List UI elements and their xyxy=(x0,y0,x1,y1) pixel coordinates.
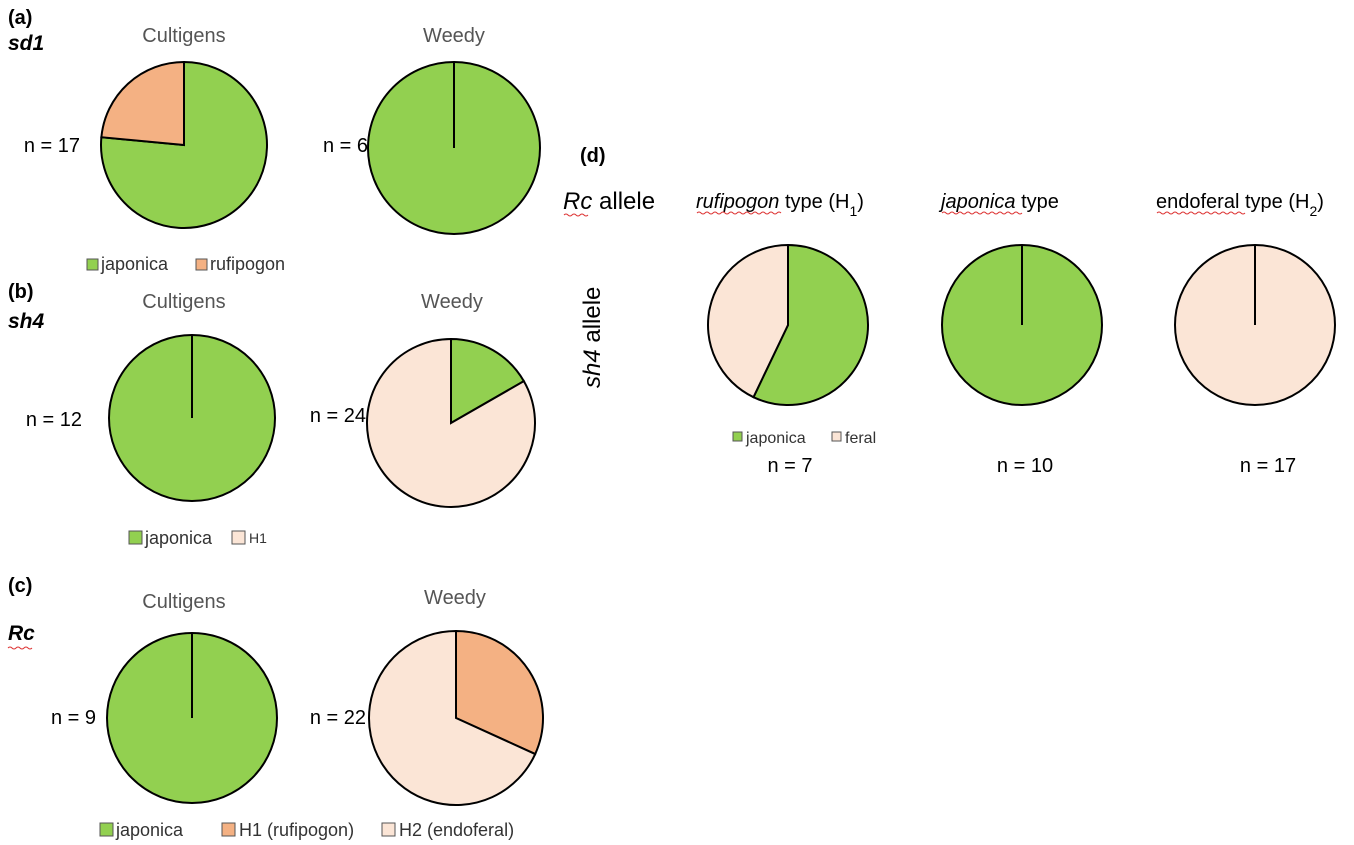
legend-d-feral-swatch xyxy=(831,431,842,442)
spellcheck-underline xyxy=(563,213,589,217)
panel-c-cultigens-n: n = 9 xyxy=(51,707,96,729)
panel-d-col2-rest: type xyxy=(1016,191,1059,213)
pie-a-weedy xyxy=(367,61,541,235)
panel-d-col1-sub: 1 xyxy=(849,203,857,219)
panel-d-col1-gene: rufipogon xyxy=(696,191,779,213)
panel-a-weedy-n: n = 6 xyxy=(323,135,368,157)
panel-d-row-title-gene: Rc xyxy=(563,188,592,215)
pie-slice-feral xyxy=(707,243,789,399)
panel-d-row-title-rest: allele xyxy=(592,188,655,215)
legend-b: japonica H1 xyxy=(128,528,267,548)
spellcheck-underline xyxy=(7,646,33,650)
pie-slice-h1 xyxy=(366,337,536,508)
pie-b-weedy xyxy=(366,337,536,508)
panel-d-col2-n: n = 10 xyxy=(997,455,1053,477)
panel-b-gene: sh4 xyxy=(8,310,45,333)
legend-c-japonica: japonica xyxy=(115,820,184,840)
pie-b-cultigens xyxy=(108,334,276,502)
panel-d-col2-title: japonica type xyxy=(938,191,1059,213)
panel-d-col3-gene: endoferal xyxy=(1156,191,1239,213)
panel-d-col3-rest: type (H xyxy=(1239,191,1309,213)
panel-d-col-axis-title: sh4 allele xyxy=(579,287,606,388)
pie-slice-japonica xyxy=(100,60,268,229)
spellcheck-underline xyxy=(696,211,782,215)
panel-a-cultigens-n: n = 17 xyxy=(24,135,80,157)
panel-b-label: (b) xyxy=(8,281,34,303)
legend-c-h1-swatch xyxy=(221,822,236,837)
legend-a-japonica: japonica xyxy=(100,254,169,274)
panel-a-gene: sd1 xyxy=(8,32,44,55)
legend-a-rufipogon-swatch xyxy=(195,258,208,271)
panel-d-col-axis-gene: sh4 xyxy=(579,349,606,388)
panel-a-cultigens-title: Cultigens xyxy=(142,25,225,47)
panel-a-weedy-title: Weedy xyxy=(423,25,485,47)
legend-d-japonica: japonica xyxy=(745,430,806,447)
panel-b-cultigens-title: Cultigens xyxy=(142,291,225,313)
legend-b-h1: H1 xyxy=(249,530,267,546)
panel-d-col1-close: ) xyxy=(857,191,864,213)
pie-c-cultigens xyxy=(106,632,278,804)
pie-slice-japonica xyxy=(752,243,869,406)
pie-slice-h2-endoferal xyxy=(368,629,537,806)
panel-d-col1-rest: type (H xyxy=(779,191,849,213)
panel-a-label: (a) xyxy=(8,7,32,29)
spellcheck-underline xyxy=(1156,211,1246,215)
pie-d-rufipogon-type xyxy=(707,243,869,406)
legend-c-japonica-swatch xyxy=(99,822,114,837)
spellcheck-underline xyxy=(941,211,1023,215)
legend-a-japonica-swatch xyxy=(86,258,99,271)
panel-d-row-title: Rc allele xyxy=(563,188,655,215)
panel-b-cultigens-n: n = 12 xyxy=(26,409,82,431)
legend-d: japonica feral xyxy=(732,430,876,447)
panel-b-weedy-n: n = 24 xyxy=(310,405,366,427)
panel-d-col1-n: n = 7 xyxy=(767,455,812,477)
panel-d-col3-sub: 2 xyxy=(1309,203,1317,219)
legend-c: japonica H1 (rufipogon) H2 (endoferal) xyxy=(99,820,514,840)
pie-d-endoferal-type xyxy=(1174,244,1336,406)
legend-a: japonica rufipogon xyxy=(86,254,285,274)
panel-d-col3-close: ) xyxy=(1317,191,1324,213)
panel-c-label: (c) xyxy=(8,575,32,597)
panel-c-weedy-n: n = 22 xyxy=(310,707,366,729)
panel-d-col3-n: n = 17 xyxy=(1240,455,1296,477)
panel-d-col2-gene: japonica xyxy=(938,191,1016,213)
panel-d-label: (d) xyxy=(580,145,606,167)
legend-b-japonica: japonica xyxy=(144,528,213,548)
panel-c-gene: Rc xyxy=(8,622,35,645)
legend-a-rufipogon: rufipogon xyxy=(210,254,285,274)
panel-d-col1-title: rufipogon type (H1) xyxy=(696,191,864,219)
pie-a-cultigens xyxy=(100,60,268,229)
legend-b-japonica-swatch xyxy=(128,530,143,545)
pie-slice-japonica xyxy=(450,337,526,425)
legend-c-h1: H1 (rufipogon) xyxy=(239,820,354,840)
legend-d-japonica-swatch xyxy=(732,431,743,442)
panel-c-weedy-title: Weedy xyxy=(424,587,486,609)
legend-c-h2-swatch xyxy=(381,822,396,837)
panel-d-col3-title: endoferal type (H2) xyxy=(1156,191,1324,219)
legend-d-feral: feral xyxy=(845,430,876,447)
pie-slice-rufipogon xyxy=(100,60,185,147)
panel-c-cultigens-title: Cultigens xyxy=(142,591,225,613)
panel-d-col-axis-rest: allele xyxy=(579,287,606,350)
pie-d-japonica-type xyxy=(941,244,1103,406)
pie-slice-h1-rufipogon xyxy=(455,629,544,756)
pie-c-weedy xyxy=(368,629,544,806)
legend-c-h2: H2 (endoferal) xyxy=(399,820,514,840)
legend-b-h1-swatch xyxy=(231,530,246,545)
panel-b-weedy-title: Weedy xyxy=(421,291,483,313)
